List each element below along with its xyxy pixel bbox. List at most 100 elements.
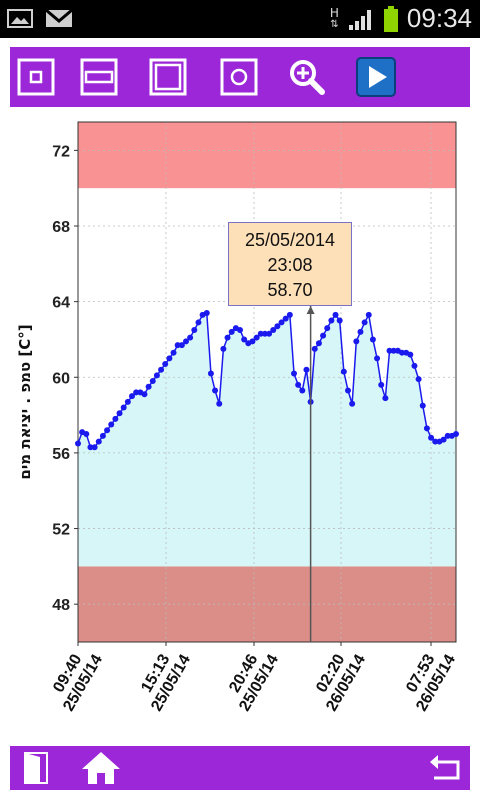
back-arrow-icon — [430, 755, 460, 780]
data-point — [203, 309, 210, 316]
data-point — [315, 340, 322, 347]
plot-frame — [77, 121, 457, 643]
data-point — [261, 330, 268, 337]
zoom-box-button[interactable] — [16, 57, 56, 97]
data-point — [378, 381, 385, 388]
data-point — [399, 349, 405, 356]
signal-icon — [348, 9, 371, 30]
magnifier-icon — [290, 60, 325, 95]
back-button[interactable] — [428, 750, 468, 786]
zoom-full-icon — [149, 58, 187, 96]
data-point — [253, 334, 260, 341]
data-point — [153, 372, 160, 379]
data-point — [266, 330, 273, 337]
data-point — [428, 434, 435, 441]
data-point — [328, 317, 335, 324]
data-point — [382, 395, 389, 402]
data-point — [174, 342, 181, 349]
status-bar: H ⇅ 09:34 — [0, 0, 480, 38]
zoom-in-button[interactable] — [287, 57, 327, 97]
data-point — [145, 383, 152, 390]
y-tick-label: 72 — [52, 143, 70, 160]
data-point — [365, 311, 372, 318]
data-point — [224, 334, 231, 341]
x-tick-label: 15:1325/05/14 — [133, 643, 195, 715]
zoom-circle-icon — [220, 58, 258, 96]
data-point — [241, 336, 248, 343]
data-point — [129, 393, 135, 400]
data-point — [166, 355, 173, 362]
data-point — [183, 338, 189, 345]
data-point — [270, 327, 277, 333]
chart-area: 48 52 56 60 64 68 72 טמפ . יציאת מים [C°] 09:402… — [10, 108, 470, 744]
data-point — [332, 311, 339, 318]
y-tick-label: 68 — [52, 219, 70, 236]
y-tick-label: 48 — [52, 597, 70, 614]
data-point — [91, 444, 98, 451]
data-point — [133, 389, 140, 396]
data-point — [361, 319, 368, 326]
data-point — [216, 400, 223, 407]
y-axis-label: טמפ . יציאת מים [C°] — [16, 324, 34, 479]
data-point — [369, 336, 376, 343]
home-icon — [82, 752, 120, 784]
data-point — [303, 366, 310, 373]
data-point — [228, 328, 235, 335]
data-point — [411, 362, 418, 369]
data-point — [278, 319, 285, 326]
data-point — [440, 436, 447, 443]
data-point — [345, 387, 351, 394]
data-point — [295, 381, 302, 388]
zoom-horizontal-icon — [80, 58, 118, 96]
data-point — [212, 387, 219, 394]
zoom-full-button[interactable] — [148, 57, 188, 97]
y-tick-label: 64 — [52, 295, 70, 312]
data-point — [158, 366, 165, 373]
tooltip-date: 25/05/2014 — [244, 230, 336, 250]
data-point — [324, 325, 331, 332]
data-point — [104, 427, 111, 434]
home-button[interactable] — [80, 750, 120, 786]
data-point — [83, 431, 90, 437]
data-point — [120, 404, 127, 411]
data-point — [419, 402, 426, 409]
top-toolbar — [10, 47, 470, 107]
data-point — [353, 338, 360, 345]
data-point — [99, 432, 106, 439]
tooltip-time: 23:08 — [267, 255, 313, 275]
x-tick-label: 09:4025/05/14 — [45, 643, 107, 715]
data-point — [286, 311, 293, 318]
y-tick-label: 60 — [52, 370, 70, 387]
data-point — [374, 355, 381, 362]
data-point — [444, 432, 451, 439]
data-point — [390, 347, 397, 354]
data-point — [349, 400, 356, 407]
data-point — [220, 345, 227, 352]
bottom-bar — [10, 746, 470, 790]
x-tick-label: 20:4625/05/14 — [221, 643, 283, 715]
data-point — [453, 431, 459, 437]
tooltip-value: 58.70 — [267, 280, 313, 300]
exit-door-icon — [24, 752, 48, 784]
battery-icon — [383, 5, 398, 32]
data-point — [124, 398, 131, 405]
data-point — [357, 328, 364, 335]
exit-button[interactable] — [22, 750, 62, 786]
data-point — [282, 315, 289, 322]
x-tick-label: 07:5326/05/14 — [398, 643, 460, 715]
data-point — [178, 342, 185, 349]
play-icon — [356, 57, 396, 97]
zoom-horizontal-button[interactable] — [79, 57, 119, 97]
play-button[interactable] — [356, 57, 396, 97]
gallery-icon — [7, 9, 33, 28]
gmail-icon — [45, 8, 73, 27]
y-tick-label: 52 — [52, 522, 70, 539]
data-point — [249, 338, 256, 345]
data-point — [141, 391, 148, 398]
zoom-circle-button[interactable] — [219, 57, 259, 97]
data-point — [320, 332, 327, 339]
data-point — [432, 438, 439, 445]
y-tick-label: 56 — [52, 446, 70, 463]
temperature-chart[interactable]: 48 52 56 60 64 68 72 טמפ . יציאת מים [C°] 09:402… — [10, 108, 470, 744]
zoom-box-icon — [17, 58, 55, 96]
